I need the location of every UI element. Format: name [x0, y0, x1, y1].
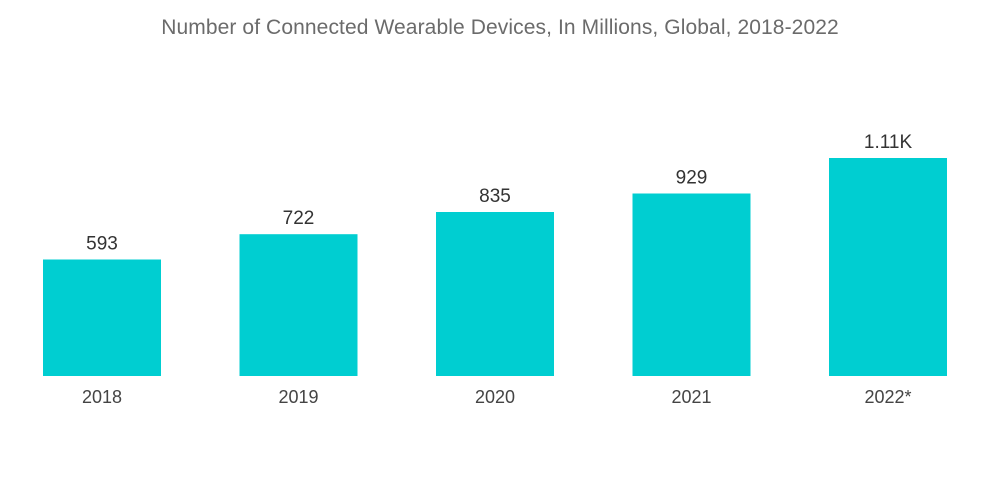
value-labels-layer: 593 722 835 929 1.11K: [86, 132, 912, 255]
bar-value-label: 593: [86, 234, 118, 255]
bar-value-label: 1.11K: [864, 132, 913, 153]
bar-2021: [632, 193, 751, 376]
category-labels-layer: 2018 2019 2020 2021 2022*: [82, 387, 912, 407]
bars-layer: [43, 158, 947, 376]
bar-value-label: 929: [676, 168, 708, 189]
x-tick-label: 2022*: [864, 387, 911, 407]
x-tick-label: 2020: [475, 387, 515, 407]
x-tick-label: 2021: [671, 387, 711, 407]
bar-2018: [43, 259, 161, 376]
chart-title: Number of Connected Wearable Devices, In…: [161, 16, 839, 39]
bar-value-label: 722: [283, 208, 315, 229]
x-tick-label: 2019: [278, 387, 318, 407]
x-tick-label: 2018: [82, 387, 122, 407]
bar-2019: [239, 234, 358, 376]
bar-value-label: 835: [479, 186, 511, 207]
bar-2020: [436, 212, 554, 376]
bar-2022: [829, 158, 947, 376]
